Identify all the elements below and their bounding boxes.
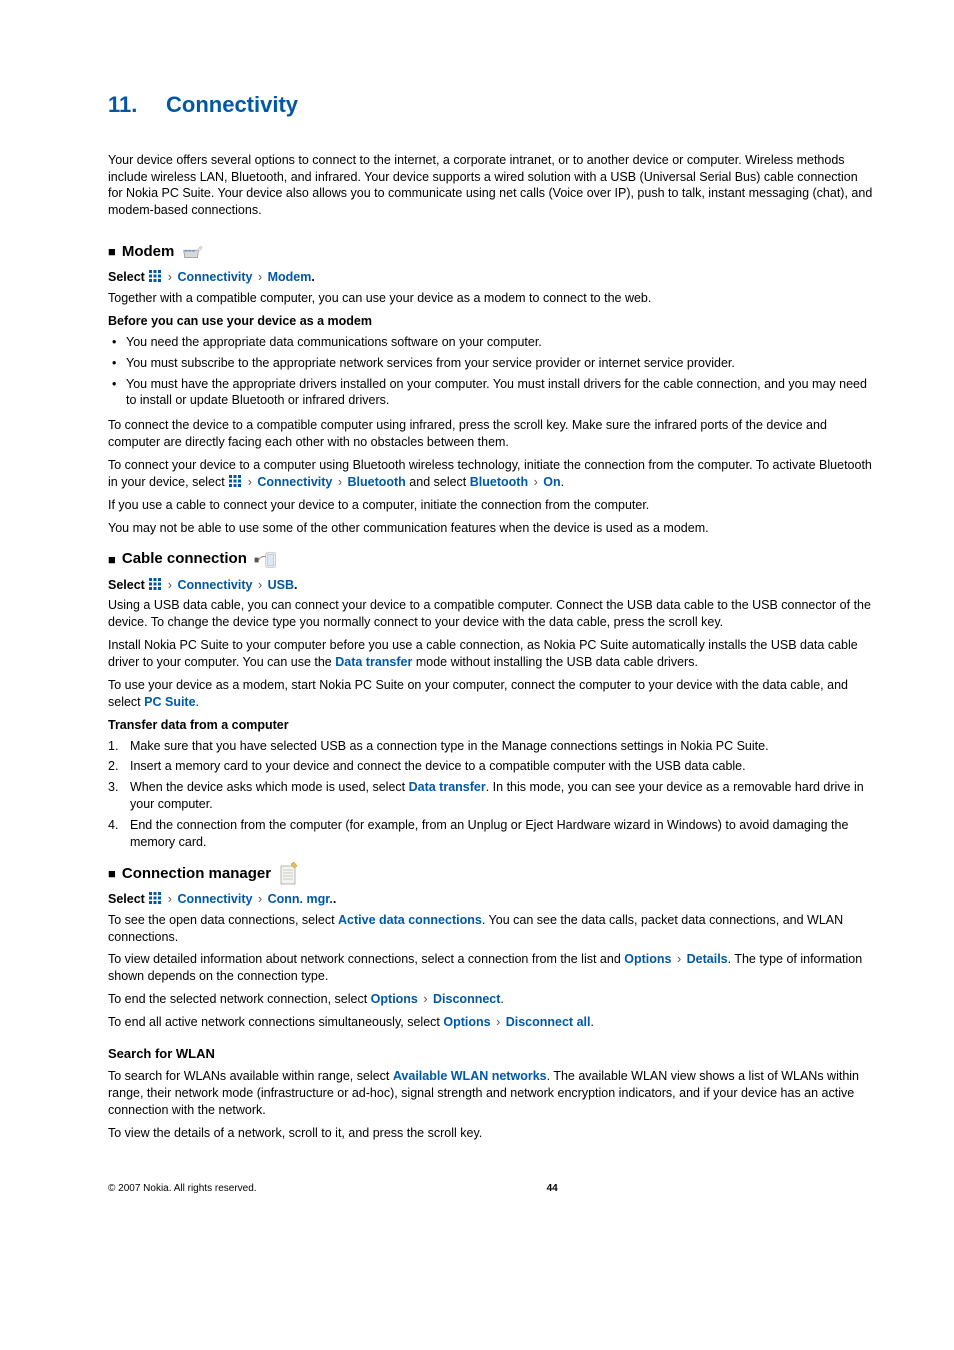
section-modem: ■ Modem Select › Connectivity › Modem. T… [108, 241, 874, 536]
menu-grid-icon [228, 474, 242, 488]
menu-usb-link[interactable]: USB [268, 578, 294, 592]
data-transfer-link[interactable]: Data transfer [409, 780, 486, 794]
conn-mgr-icon [277, 863, 301, 885]
chevron-right-icon: › [166, 892, 174, 906]
section-title-cable: ■ Cable connection [108, 549, 874, 571]
data-transfer-link[interactable]: Data transfer [335, 655, 412, 669]
options-link[interactable]: Options [371, 992, 418, 1006]
pc-suite-link[interactable]: PC Suite [144, 695, 195, 709]
list-item: When the device asks which mode is used,… [108, 779, 874, 813]
transfer-heading: Transfer data from a computer [108, 717, 874, 734]
transfer-numbered-list: Make sure that you have selected USB as … [108, 738, 874, 851]
section-title-conn-mgr: ■ Connection manager [108, 863, 874, 885]
modem-para-2: To connect the device to a compatible co… [108, 417, 874, 451]
menu-connectivity-link[interactable]: Connectivity [257, 475, 332, 489]
select-line-cable: Select › Connectivity › USB. [108, 577, 874, 594]
chevron-right-icon: › [256, 892, 264, 906]
list-item: End the connection from the computer (fo… [108, 817, 874, 851]
chevron-right-icon: › [256, 270, 264, 284]
disconnect-all-link[interactable]: Disconnect all [506, 1015, 591, 1029]
menu-connectivity-link[interactable]: Connectivity [177, 270, 252, 284]
section-conn-mgr: ■ Connection manager Select › Connectivi… [108, 863, 874, 1142]
details-link[interactable]: Details [687, 952, 728, 966]
modem-para-5: You may not be able to use some of the o… [108, 520, 874, 537]
chapter-name: Connectivity [166, 92, 298, 117]
chevron-right-icon: › [421, 992, 429, 1006]
chevron-right-icon: › [166, 270, 174, 284]
conn-mgr-para-4: To end all active network connections si… [108, 1014, 874, 1031]
chevron-right-icon: › [256, 578, 264, 592]
section-title-text: Connection manager [122, 864, 271, 884]
page-number: 44 [547, 1182, 558, 1196]
list-item: You must have the appropriate drivers in… [108, 376, 874, 410]
menu-modem-link[interactable]: Modem [268, 270, 312, 284]
list-item: You need the appropriate data communicat… [108, 334, 874, 351]
select-line-modem: Select › Connectivity › Modem. [108, 269, 874, 286]
section-title-modem: ■ Modem [108, 241, 874, 263]
chevron-right-icon: › [494, 1015, 502, 1029]
select-prefix: Select [108, 270, 148, 284]
menu-connectivity-link[interactable]: Connectivity [177, 578, 252, 592]
menu-connectivity-link[interactable]: Connectivity [177, 892, 252, 906]
conn-mgr-para-3: To end the selected network connection, … [108, 991, 874, 1008]
menu-bluetooth-link[interactable]: Bluetooth [470, 475, 528, 489]
select-prefix: Select [108, 892, 148, 906]
section-cable: ■ Cable connection Select › Connectivity… [108, 549, 874, 851]
modem-para-4: If you use a cable to connect your devic… [108, 497, 874, 514]
select-prefix: Select [108, 578, 148, 592]
cable-para-1: Using a USB data cable, you can connect … [108, 597, 874, 631]
select-line-conn-mgr: Select › Connectivity › Conn. mgr.. [108, 891, 874, 908]
section-bullet-icon: ■ [108, 243, 116, 261]
menu-grid-icon [148, 577, 162, 591]
section-title-text: Modem [122, 242, 175, 262]
section-bullet-icon: ■ [108, 865, 116, 883]
modem-bullet-list: You need the appropriate data communicat… [108, 334, 874, 410]
modem-para-3: To connect your device to a computer usi… [108, 457, 874, 491]
chapter-title: 11.Connectivity [108, 90, 874, 120]
cable-para-3: To use your device as a modem, start Nok… [108, 677, 874, 711]
disconnect-link[interactable]: Disconnect [433, 992, 500, 1006]
conn-mgr-para-2: To view detailed information about netwo… [108, 951, 874, 985]
wlan-para-2: To view the details of a network, scroll… [108, 1125, 874, 1142]
chapter-number: 11. [108, 90, 166, 120]
menu-on-link[interactable]: On [543, 475, 560, 489]
copyright-text: © 2007 Nokia. All rights reserved. [108, 1182, 257, 1196]
menu-bluetooth-link[interactable]: Bluetooth [348, 475, 406, 489]
chevron-right-icon: › [246, 475, 254, 489]
modem-before-heading: Before you can use your device as a mode… [108, 313, 874, 330]
active-connections-link[interactable]: Active data connections [338, 913, 482, 927]
wlan-para-1: To search for WLANs available within ran… [108, 1068, 874, 1119]
chevron-right-icon: › [675, 952, 683, 966]
intro-paragraph: Your device offers several options to co… [108, 152, 874, 220]
menu-grid-icon [148, 891, 162, 905]
options-link[interactable]: Options [443, 1015, 490, 1029]
list-item: Make sure that you have selected USB as … [108, 738, 874, 755]
page-footer: © 2007 Nokia. All rights reserved. 44 [108, 1182, 874, 1196]
usb-cable-icon [253, 549, 277, 571]
wlan-heading: Search for WLAN [108, 1045, 874, 1063]
list-item: You must subscribe to the appropriate ne… [108, 355, 874, 372]
list-item: Insert a memory card to your device and … [108, 758, 874, 775]
menu-grid-icon [148, 269, 162, 283]
modem-para-1: Together with a compatible computer, you… [108, 290, 874, 307]
available-wlan-link[interactable]: Available WLAN networks [393, 1069, 547, 1083]
menu-conn-mgr-link[interactable]: Conn. mgr. [268, 892, 333, 906]
options-link[interactable]: Options [624, 952, 671, 966]
conn-mgr-para-1: To see the open data connections, select… [108, 912, 874, 946]
chevron-right-icon: › [532, 475, 540, 489]
section-bullet-icon: ■ [108, 551, 116, 569]
chevron-right-icon: › [336, 475, 344, 489]
section-title-text: Cable connection [122, 549, 247, 569]
cable-para-2: Install Nokia PC Suite to your computer … [108, 637, 874, 671]
modem-icon [180, 241, 204, 263]
chevron-right-icon: › [166, 578, 174, 592]
